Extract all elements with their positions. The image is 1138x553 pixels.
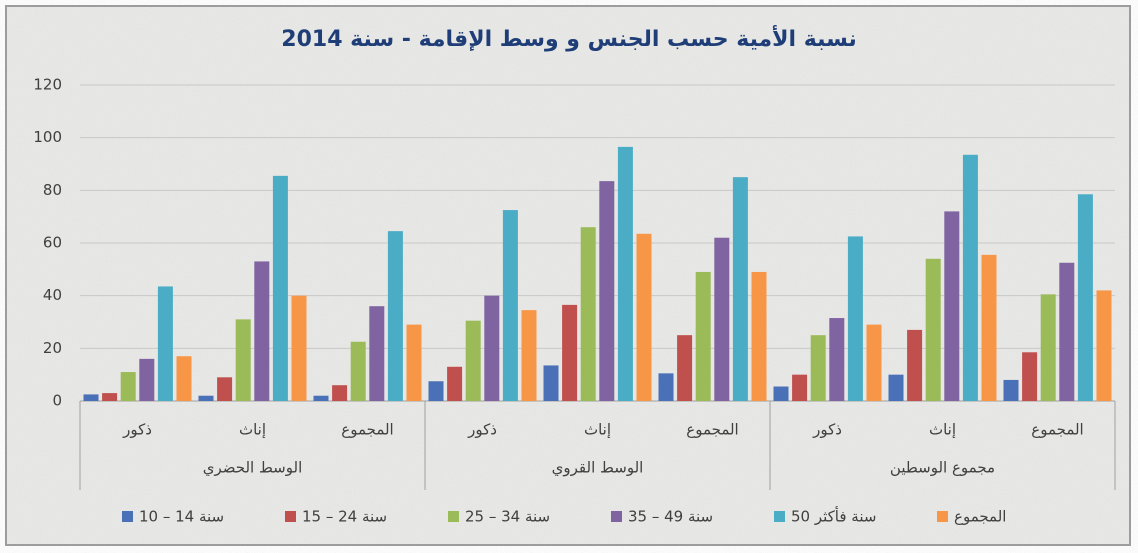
x-tick-label: المجموع <box>1031 421 1083 439</box>
y-tick-label: 100 <box>33 128 62 146</box>
bar <box>907 329 923 401</box>
bar <box>962 154 978 401</box>
bar <box>944 211 960 401</box>
bar <box>695 271 711 401</box>
bar <box>83 394 99 401</box>
bar <box>332 385 348 401</box>
bar <box>120 372 136 401</box>
legend-label: 10 – 14 سنة <box>139 508 224 526</box>
y-tick-label: 0 <box>52 392 62 410</box>
group-label: الوسط الحضري <box>203 459 303 478</box>
bar <box>792 374 808 401</box>
legend-swatch <box>937 511 948 522</box>
x-tick-label: إناث <box>584 421 611 439</box>
bar <box>732 177 748 401</box>
bar <box>217 377 233 401</box>
group-label: مجموع الوسطين <box>890 459 995 477</box>
bar <box>810 335 826 401</box>
bar <box>406 324 422 401</box>
bar <box>157 286 173 401</box>
y-tick-label: 120 <box>33 76 62 94</box>
legend-swatch <box>448 511 459 522</box>
bar <box>751 271 767 401</box>
bar <box>1059 262 1075 401</box>
bar <box>829 318 845 401</box>
bar <box>102 393 118 401</box>
bar <box>176 356 192 401</box>
y-tick-label: 60 <box>43 234 62 252</box>
legend-label: 25 – 34 سنة <box>465 508 550 526</box>
bar <box>465 320 481 401</box>
bar <box>981 254 997 401</box>
texture <box>7 7 1129 544</box>
legend-swatch <box>285 511 296 522</box>
bar <box>1003 379 1019 401</box>
bar <box>866 324 882 401</box>
bar <box>580 227 596 401</box>
legend-label: 35 – 49 سنة <box>628 508 713 526</box>
bar <box>562 304 578 401</box>
bar <box>254 261 270 401</box>
bar <box>369 306 385 401</box>
bar <box>350 341 366 401</box>
bar <box>139 358 155 401</box>
bar <box>925 258 941 401</box>
y-tick-label: 20 <box>43 339 62 357</box>
chart-title: نسبة الأمية حسب الجنس و وسط الإقامة - سن… <box>281 24 856 52</box>
x-tick-label: المجموع <box>341 421 393 439</box>
bar <box>291 295 307 401</box>
x-tick-label: ذكور <box>812 421 842 439</box>
bar <box>847 236 863 401</box>
bar <box>543 365 559 401</box>
bar <box>617 146 633 401</box>
bar <box>387 231 403 401</box>
bar <box>888 374 904 401</box>
legend-swatch <box>774 511 785 522</box>
bar <box>198 395 214 401</box>
legend-swatch <box>122 511 133 522</box>
bar <box>272 175 288 401</box>
bar <box>773 386 789 401</box>
x-tick-label: ذكور <box>467 421 497 439</box>
x-tick-label: المجموع <box>686 421 738 439</box>
bar <box>484 295 500 401</box>
bar <box>502 210 518 401</box>
group-label: الوسط القروي <box>552 459 644 478</box>
bar <box>658 373 674 401</box>
bar <box>447 366 463 401</box>
x-tick-label: إناث <box>929 421 956 439</box>
legend-label: 15 – 24 سنة <box>302 508 387 526</box>
bar <box>1077 194 1093 401</box>
x-tick-label: إناث <box>239 421 266 439</box>
bar <box>313 395 329 401</box>
legend-swatch <box>611 511 622 522</box>
bar <box>521 310 537 401</box>
bar <box>1040 294 1056 401</box>
x-tick-label: ذكور <box>122 421 152 439</box>
bar <box>636 233 652 401</box>
legend-label: 50 سنة فأكثر <box>791 506 876 526</box>
y-tick-label: 40 <box>43 286 62 304</box>
bar <box>599 181 615 401</box>
bar <box>235 319 251 401</box>
bar <box>428 381 444 401</box>
bar <box>1022 352 1038 401</box>
bar <box>677 335 693 401</box>
y-tick-label: 80 <box>43 181 62 199</box>
bar <box>1096 290 1112 401</box>
bar <box>714 237 730 401</box>
legend-label: المجموع <box>954 508 1006 526</box>
